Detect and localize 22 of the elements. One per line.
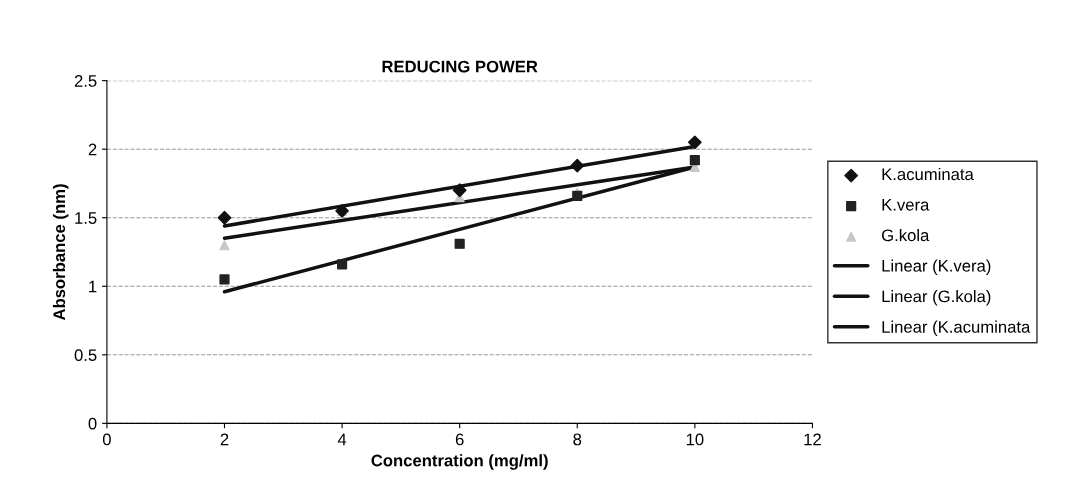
legend-label: Linear (K.vera)	[882, 259, 991, 276]
y-tick-label: 2	[88, 143, 97, 156]
x-tick-label: 6	[455, 433, 464, 446]
x-tick-label: 12	[804, 433, 821, 446]
x-axis-title: Concentration (mg/ml)	[371, 454, 548, 470]
x-tick-label: 0	[102, 433, 111, 446]
legend-label: K.acuminata	[882, 167, 974, 181]
chart-title: REDUCING POWER	[382, 60, 538, 73]
x-tick-label: 4	[337, 433, 347, 446]
legend-label: K.vera	[882, 199, 930, 211]
legend-label: Linear (G.kola)	[882, 290, 991, 306]
x-tick-label: 2	[220, 433, 229, 446]
y-tick-label: 0	[88, 417, 97, 430]
legend-label: Linear (K.acuminata	[882, 320, 1031, 337]
x-tick-label: 10	[686, 433, 704, 446]
y-axis-title: Absorbance (nm)	[52, 184, 69, 321]
x-tick-label: 8	[573, 433, 582, 446]
y-tick-label: 0.5	[74, 349, 97, 362]
legend-label: G.kola	[882, 228, 930, 242]
y-tick-label: 2.5	[74, 75, 97, 87]
y-tick-label: 1	[89, 280, 97, 293]
y-tick-label: 1.5	[75, 212, 97, 224]
